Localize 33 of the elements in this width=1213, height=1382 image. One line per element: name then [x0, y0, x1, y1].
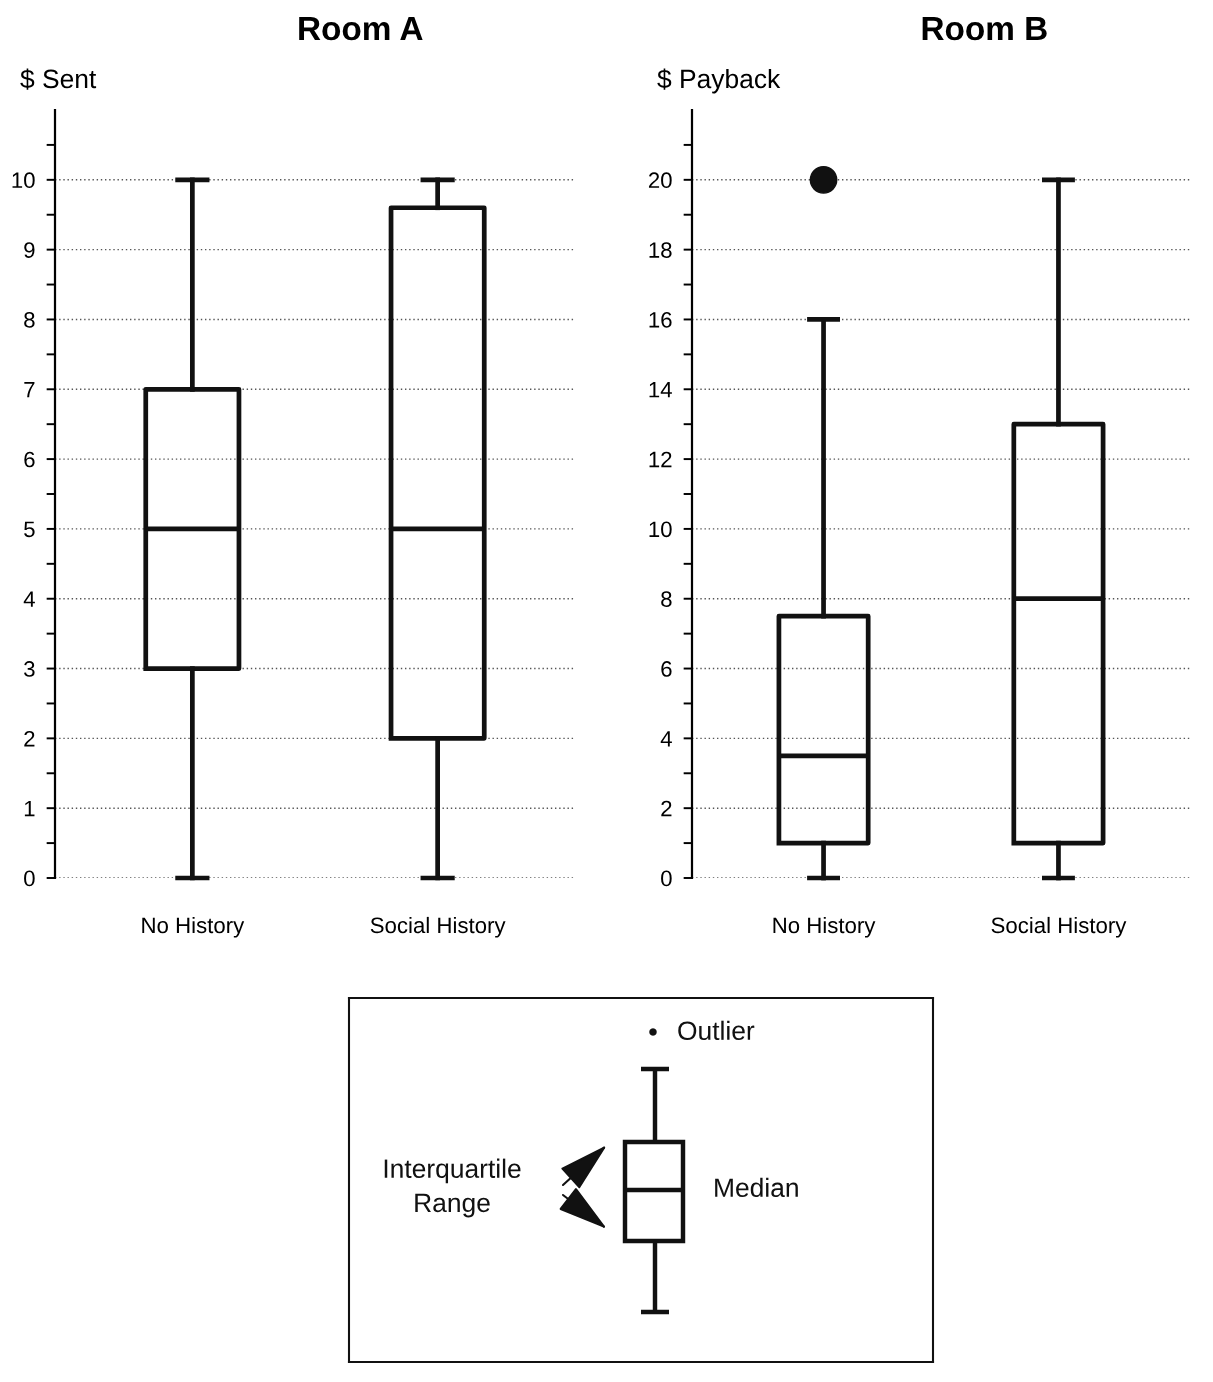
- text: Interquartile Range: [384, 1158, 521, 1218]
- y-tick-label: 12: [649, 451, 672, 468]
- y-axis-title: $ Payback: [657, 68, 781, 94]
- y-tick-label: 4: [23, 591, 35, 607]
- y-tick-label: 10: [649, 521, 672, 538]
- y-tick-label: 2: [661, 800, 672, 817]
- y-tick-label: 0: [661, 870, 672, 887]
- y-tick-label: 6: [661, 661, 672, 677]
- y-tick-label: 8: [24, 311, 35, 328]
- y-tick-label: 3: [24, 661, 35, 677]
- y-tick-label: 14: [649, 382, 672, 398]
- x-tick-label: Social History: [991, 916, 1127, 938]
- y-tick-label: 5: [24, 521, 35, 538]
- y-tick-label: 10: [12, 172, 35, 189]
- chart-title: Room A: [299, 17, 423, 41]
- y-tick-label: 18: [649, 242, 672, 258]
- y-tick-label: 2: [24, 730, 35, 747]
- text: Median: [715, 1177, 798, 1198]
- y-tick-label: 9: [24, 242, 35, 258]
- x-tick-label: No History: [142, 916, 245, 938]
- y-axis-title: $ Sent: [20, 68, 97, 90]
- y-tick-label: 0: [24, 870, 35, 887]
- y-tick-label: 6: [24, 451, 35, 468]
- text: Outlier: [678, 1020, 755, 1041]
- y-tick-label: 4: [660, 731, 672, 747]
- y-tick-label: 16: [649, 311, 672, 328]
- x-tick-label: Social History: [370, 916, 506, 938]
- chart-title: Room B: [922, 17, 1047, 41]
- y-tick-label: 1: [24, 800, 35, 817]
- x-tick-label: No History: [773, 916, 876, 938]
- y-tick-label: 7: [24, 382, 35, 398]
- y-tick-label: 8: [661, 591, 672, 607]
- y-tick-label: 20: [648, 172, 672, 189]
